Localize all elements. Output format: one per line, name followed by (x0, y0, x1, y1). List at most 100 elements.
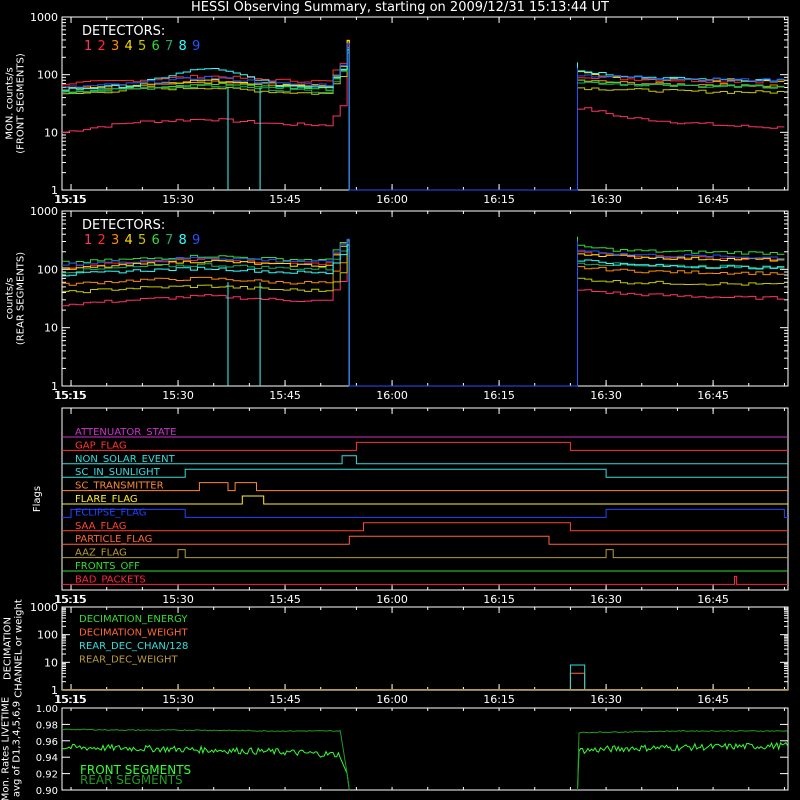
x-tick-label: 16:15 (483, 389, 515, 402)
series-line-detector-1 (62, 249, 785, 387)
legend-entry-detector-5: 5 (138, 233, 146, 248)
y-tick-label: 1000 (30, 11, 58, 24)
legend-entry-detector-1: 1 (84, 39, 92, 54)
x-tick-label: 15:45 (269, 389, 301, 402)
x-tick-label: 15:15 (55, 193, 87, 206)
legend-entry: DECIMATION_ENERGY (79, 614, 188, 625)
y-tick-label: 1.00 (36, 704, 58, 715)
y-axis-label: counts/s (5, 277, 16, 319)
legend-entry-detector-6: 6 (152, 39, 160, 54)
series-line-detector-9 (62, 238, 785, 387)
y-tick-label: 1 (51, 380, 58, 393)
y-tick-label: 0.92 (36, 770, 58, 781)
flag-label: SAA_FLAG (75, 521, 126, 532)
y-tick-label: 1000 (30, 205, 58, 218)
y-axis-label: (REAR SEGMENTS) (16, 252, 27, 345)
flag-label: GAP_FLAG (75, 440, 127, 451)
x-tick-label: 16:45 (697, 389, 729, 402)
y-axis-label: Flags (32, 486, 43, 512)
flag-label: SC_IN_SUNLIGHT (75, 467, 161, 478)
flag-line-eclipse-flag (62, 508, 788, 518)
series-line-rear-dec-chan-128 (62, 664, 788, 690)
x-tick-label: 16:15 (483, 193, 515, 206)
y-tick-label: 100 (37, 263, 58, 276)
legend-entry-detector-8: 8 (179, 233, 187, 248)
series-line-detector-8 (62, 49, 785, 191)
legend-entry-detector-2: 2 (98, 233, 106, 248)
series-line-detector-6 (62, 48, 785, 191)
flag-line-non-solar-event (62, 455, 788, 465)
legend-entry-detector-3: 3 (111, 39, 119, 54)
legend-title: DETECTORS: (82, 218, 165, 233)
x-tick-label: 15:30 (162, 593, 194, 606)
y-axis-label: CHANNEL or weight (14, 599, 25, 698)
x-tick-label: 15:30 (162, 193, 194, 206)
series-line-rear-segments (61, 728, 788, 791)
x-tick-label: 15:45 (269, 693, 301, 706)
y-axis-label: MON. counts/s (5, 67, 16, 139)
x-tick-label: 16:30 (590, 593, 622, 606)
flag-label: ATTENUATOR_STATE (75, 427, 176, 438)
y-axis-label: Mon. Rates LIVETIME (1, 697, 12, 800)
y-tick-label: 10 (44, 322, 58, 335)
y-tick-label: 100 (37, 69, 58, 82)
x-tick-label: 15:15 (54, 389, 86, 402)
x-tick-label: 16:30 (590, 193, 622, 206)
y-tick-label: 0.94 (36, 753, 58, 764)
y-axis-label: (FRONT SEGMENTS) (16, 53, 27, 154)
flag-line-saa-flag (62, 522, 788, 532)
series-line-detector-4 (62, 239, 785, 387)
legend-entry-detector-9: 9 (192, 39, 200, 54)
x-tick-label: 16:45 (697, 593, 729, 606)
y-tick-label: 100 (37, 629, 58, 642)
flag-line-bad-packets (62, 575, 788, 585)
series-line-front-segments (61, 741, 789, 791)
flag-line-particle-flag (62, 535, 788, 545)
x-tick-label: 15:15 (55, 593, 87, 606)
flag-label: AAZ_FLAG (75, 548, 127, 559)
legend-entry-detector-4: 4 (125, 39, 133, 54)
flag-label: PARTICLE_FLAG (75, 534, 152, 545)
flag-line-sc-in-sunlight (62, 468, 788, 478)
legend-entry: REAR_DEC_WEIGHT (79, 655, 178, 666)
x-tick-label: 15:45 (269, 193, 301, 206)
flag-line-gap-flag (62, 441, 788, 451)
legend-entry-detector-8: 8 (179, 39, 187, 54)
legend-entry-detector-2: 2 (98, 39, 106, 54)
series-line-detector-5 (62, 240, 785, 387)
series-line-detector-7 (62, 52, 785, 191)
legend-title: DETECTORS: (82, 24, 165, 39)
flag-label: SC_TRANSMITTER (75, 481, 164, 492)
flag-line-aaz-flag (62, 549, 788, 559)
legend-entry-detector-7: 7 (165, 233, 173, 248)
flag-label: FLARE_FLAG (75, 494, 138, 505)
series-line-detector-2 (62, 41, 785, 191)
x-tick-label: 16:30 (590, 693, 622, 706)
y-tick-label: 0.90 (36, 786, 58, 797)
y-axis-label: avg of D1,3,4,5,6,9 (12, 701, 23, 797)
flag-label: BAD_PACKETS (75, 574, 146, 585)
y-axis-label: DECIMATION (3, 617, 14, 680)
series-line-detector-7 (62, 240, 785, 387)
y-tick-label: 1000 (30, 601, 58, 614)
x-tick-label: 16:45 (697, 193, 729, 206)
legend-entry-detector-3: 3 (111, 233, 119, 248)
series-line-detector-1 (62, 47, 785, 191)
legend-entry-detector-5: 5 (138, 39, 146, 54)
x-tick-label: 15:45 (269, 593, 301, 606)
legend-entry: FRONT SEGMENTS (80, 763, 191, 777)
x-tick-label: 16:00 (376, 389, 408, 402)
chart-title: HESSI Observing Summary, starting on 200… (191, 0, 609, 15)
series-line-detector-8 (62, 244, 785, 387)
flag-line-sc-transmitter (62, 482, 788, 492)
data-dropout-line (227, 282, 261, 386)
legend-entry-detector-9: 9 (192, 233, 200, 248)
flag-line-flare-flag (62, 495, 788, 505)
x-tick-label: 16:15 (483, 593, 515, 606)
series-line-detector-3 (62, 239, 785, 387)
series-line-detector-3 (62, 39, 785, 191)
series-line-detector-4 (62, 40, 785, 191)
y-tick-label: 10 (44, 656, 58, 669)
y-tick-label: 1 (51, 184, 58, 197)
